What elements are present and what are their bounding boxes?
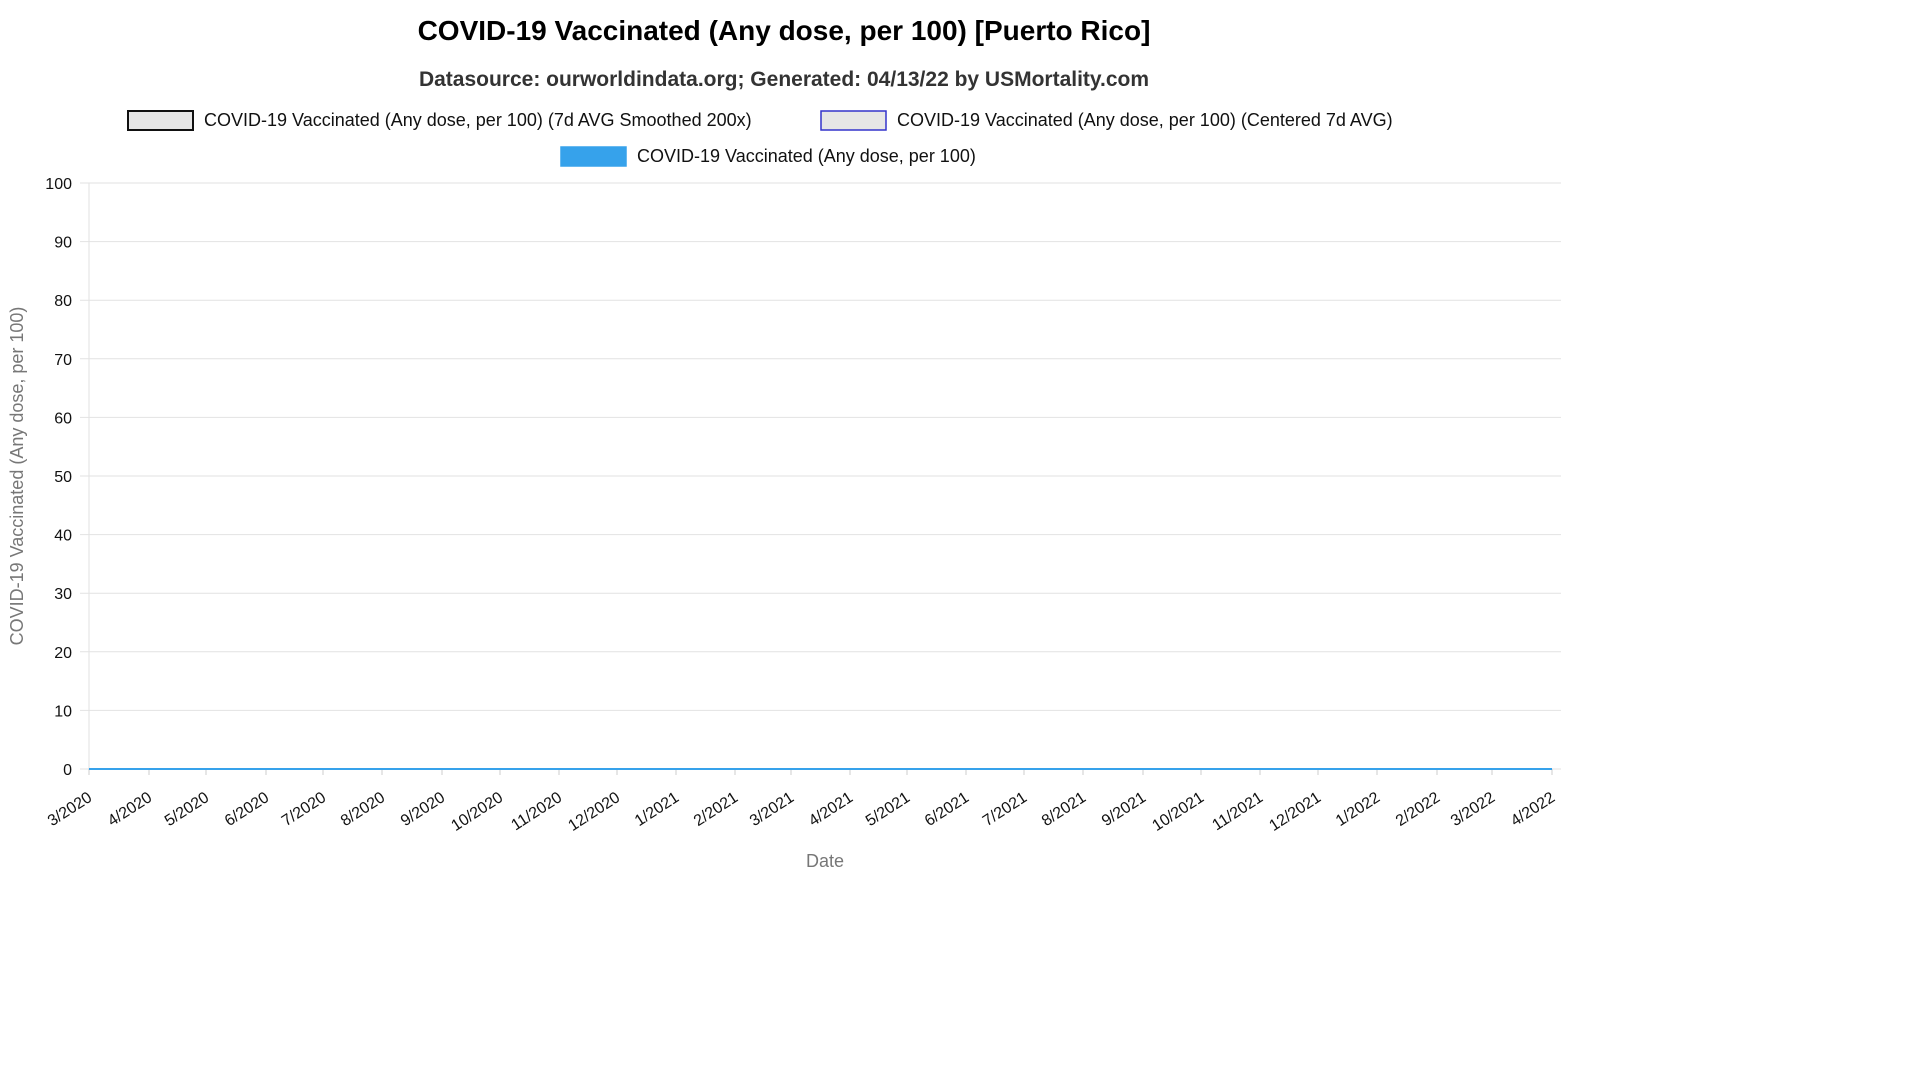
x-tick-label: 11/2021 (1209, 789, 1266, 834)
x-tick-label: 8/2020 (338, 789, 388, 830)
x-tick-label: 10/2020 (448, 789, 506, 835)
x-tick-label: 8/2021 (1039, 789, 1089, 830)
y-tick-label: 70 (54, 352, 72, 369)
y-tick-label: 100 (45, 176, 72, 193)
x-tick-label: 6/2020 (222, 789, 272, 830)
x-tick-label: 7/2020 (279, 789, 329, 830)
legend-swatch (127, 110, 194, 131)
x-tick-label: 1/2021 (632, 789, 682, 830)
legend-item[interactable]: COVID-19 Vaccinated (Any dose, per 100) (560, 146, 976, 167)
legend-item[interactable]: COVID-19 Vaccinated (Any dose, per 100) … (820, 110, 1393, 131)
chart-title: COVID-19 Vaccinated (Any dose, per 100) … (418, 15, 1151, 46)
y-tick-label: 30 (54, 586, 72, 603)
x-tick-label: 9/2021 (1099, 789, 1149, 830)
x-tick-label: 3/2020 (45, 789, 95, 830)
legend-swatch (560, 146, 627, 167)
x-tick-label: 3/2021 (747, 789, 797, 830)
x-tick-label: 3/2022 (1448, 789, 1498, 830)
x-axis-title: Date (806, 851, 844, 871)
y-tick-label: 80 (54, 293, 72, 310)
x-tick-label: 10/2021 (1149, 789, 1207, 835)
grid (80, 182, 1561, 775)
y-tick-label: 50 (54, 469, 72, 486)
x-tick-label: 4/2021 (806, 789, 856, 830)
legend: COVID-19 Vaccinated (Any dose, per 100) … (127, 110, 1393, 167)
chart-subtitle: Datasource: ourworldindata.org; Generate… (419, 68, 1149, 91)
y-tick-label: 40 (54, 528, 72, 545)
x-tick-label: 5/2020 (162, 789, 212, 830)
y-tick-label: 20 (54, 645, 72, 662)
y-axis: 0 10 20 30 40 50 60 70 80 90 100 (45, 176, 72, 779)
legend-item[interactable]: COVID-19 Vaccinated (Any dose, per 100) … (127, 110, 752, 131)
x-tick-label: 7/2021 (980, 789, 1030, 830)
x-axis: 3/2020 4/2020 5/2020 6/2020 7/2020 8/2020 9/20… (45, 769, 1558, 835)
legend-swatch (820, 110, 887, 131)
legend-label: COVID-19 Vaccinated (Any dose, per 100) (637, 146, 976, 166)
x-tick-label: 2/2022 (1393, 789, 1443, 830)
x-tick-label: 4/2022 (1508, 789, 1558, 830)
x-tick-label: 11/2020 (508, 789, 565, 834)
y-tick-label: 60 (54, 410, 72, 427)
legend-label: COVID-19 Vaccinated (Any dose, per 100) … (204, 110, 752, 130)
x-tick-label: 12/2020 (565, 789, 623, 835)
y-tick-label: 90 (54, 235, 72, 252)
x-tick-label: 2/2021 (691, 789, 741, 830)
x-tick-label: 12/2021 (1266, 789, 1324, 835)
chart: COVID-19 Vaccinated (Any dose, per 100) … (7, 15, 1561, 871)
legend-label: COVID-19 Vaccinated (Any dose, per 100) … (897, 110, 1393, 130)
x-tick-label: 1/2022 (1333, 789, 1383, 830)
x-tick-label: 6/2021 (922, 789, 972, 830)
x-tick-label: 4/2020 (105, 789, 155, 830)
x-tick-label: 5/2021 (863, 789, 913, 830)
y-axis-title: COVID-19 Vaccinated (Any dose, per 100) (7, 307, 27, 646)
y-tick-label: 0 (63, 762, 72, 779)
y-tick-label: 10 (54, 703, 72, 720)
x-tick-label: 9/2020 (398, 789, 448, 830)
